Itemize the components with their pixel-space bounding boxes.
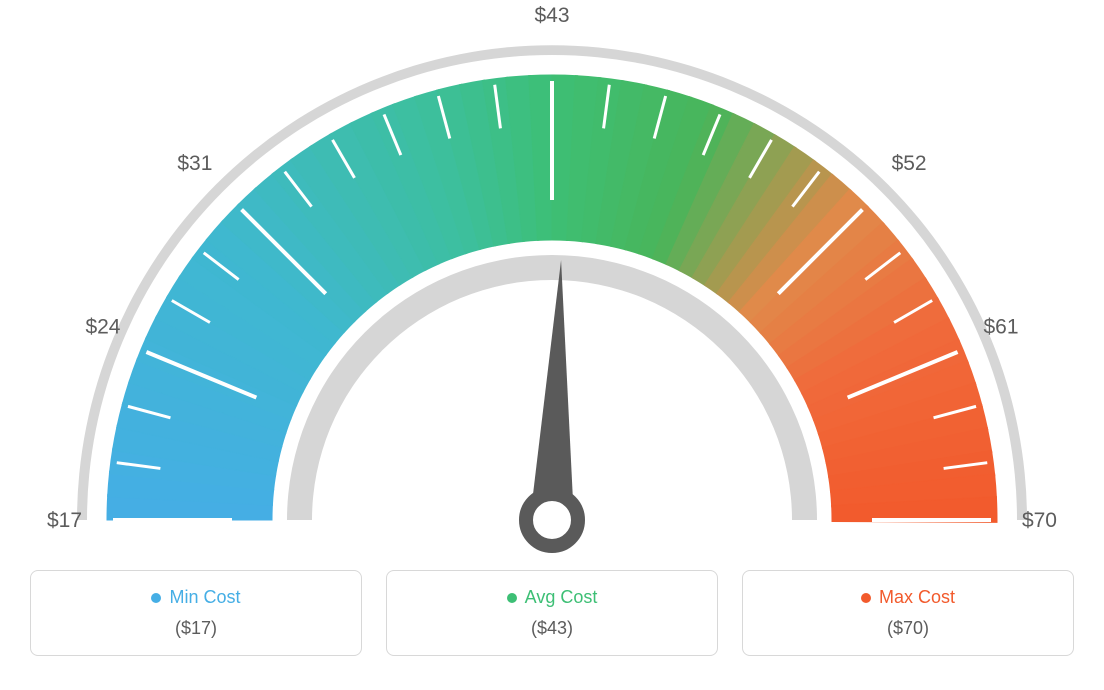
- legend-min-title: Min Cost: [151, 587, 240, 608]
- tick-label: $17: [47, 509, 82, 532]
- legend-avg-card: Avg Cost ($43): [386, 570, 718, 656]
- legend-min-value: ($17): [43, 618, 349, 639]
- tick-label: $70: [1022, 509, 1057, 532]
- tick-label: $31: [177, 152, 212, 175]
- legend-min-dot: [151, 593, 161, 603]
- tick-label: $52: [892, 152, 927, 175]
- legend-min-label: Min Cost: [169, 587, 240, 608]
- legend-max-card: Max Cost ($70): [742, 570, 1074, 656]
- legend-max-dot: [861, 593, 871, 603]
- gauge-area: $17 $24 $31 $43 $52 $61 $70: [0, 0, 1104, 560]
- legend-avg-dot: [507, 593, 517, 603]
- legend-avg-title: Avg Cost: [507, 587, 598, 608]
- legend-min-card: Min Cost ($17): [30, 570, 362, 656]
- needle-hub: [526, 494, 578, 546]
- cost-gauge-chart: $17 $24 $31 $43 $52 $61 $70 Min Cost ($17) Avg…: [0, 0, 1104, 690]
- legend-max-value: ($70): [755, 618, 1061, 639]
- legend-avg-value: ($43): [399, 618, 705, 639]
- legend-max-label: Max Cost: [879, 587, 955, 608]
- legend-row: Min Cost ($17) Avg Cost ($43) Max Cost (…: [0, 570, 1104, 656]
- tick-label: $61: [984, 316, 1019, 339]
- gauge-svg: $17 $24 $31 $43 $52 $61 $70: [0, 0, 1104, 560]
- legend-max-title: Max Cost: [861, 587, 955, 608]
- legend-avg-label: Avg Cost: [525, 587, 598, 608]
- tick-label: $43: [534, 4, 569, 27]
- tick-label: $24: [85, 316, 120, 339]
